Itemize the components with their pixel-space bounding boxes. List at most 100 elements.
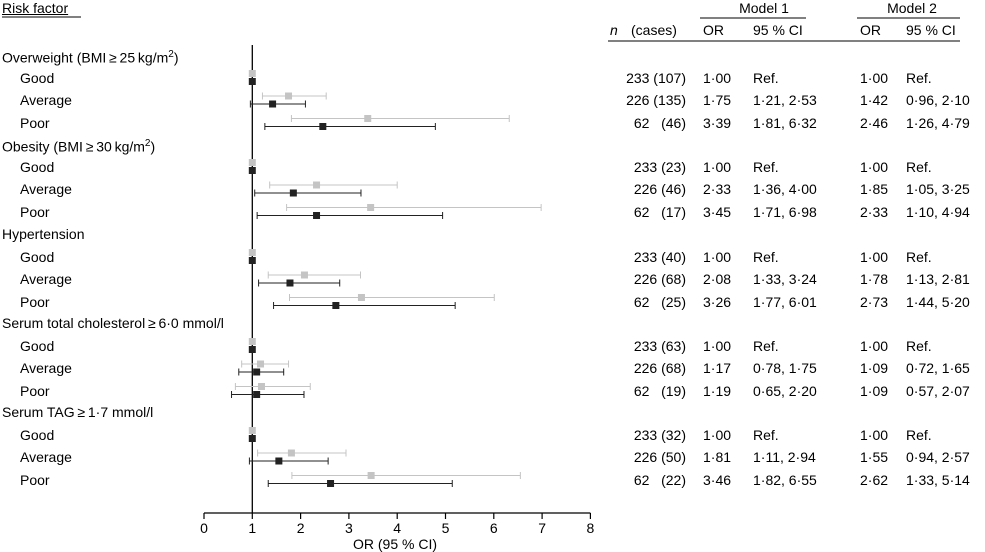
row-model1-ci: Ref. bbox=[753, 248, 779, 265]
row-label: Average bbox=[20, 271, 72, 287]
x-tick-label: 4 bbox=[393, 520, 401, 536]
row-label: Average bbox=[20, 181, 72, 197]
group-title-text: Overweight (BMI ≥ 25 kg/m bbox=[2, 49, 169, 66]
group-title-text: Hypertension bbox=[2, 226, 85, 242]
model2-marker-point bbox=[327, 480, 335, 487]
row-model2-ci: 1·44, 5·20 bbox=[906, 293, 970, 310]
model2-ci-header: 95 % CI bbox=[906, 22, 956, 38]
row-model1-or: 1·75 bbox=[703, 92, 732, 108]
model2-or-header: OR bbox=[860, 22, 881, 38]
row-model2-or: 1·85 bbox=[860, 181, 889, 197]
row-n-cases: 233 (40) bbox=[633, 248, 686, 265]
model2-marker-point bbox=[313, 212, 321, 219]
risk-factor-header: Risk factor bbox=[2, 0, 69, 16]
row-label: Average bbox=[20, 360, 72, 376]
row-n-cases: 226 (68) bbox=[633, 271, 686, 287]
row-model2-ci: Ref. bbox=[906, 248, 932, 265]
x-tick-label: 1 bbox=[248, 520, 256, 536]
row-n-cases: 62 (22) bbox=[633, 471, 686, 488]
row-model2-ci: Ref. bbox=[906, 426, 932, 443]
model1-marker-point bbox=[248, 70, 256, 77]
group-title-superscript: 2 bbox=[168, 49, 174, 60]
row-label: Poor bbox=[20, 471, 50, 488]
model1-marker-point bbox=[364, 115, 372, 122]
row-n-cases: 226 (68) bbox=[633, 360, 686, 376]
x-tick-label: 2 bbox=[297, 520, 305, 536]
row-model2-or: 2·33 bbox=[860, 203, 889, 220]
row-model1-or: 1·00 bbox=[703, 158, 732, 175]
row-label: Average bbox=[20, 92, 72, 108]
row-model1-or: 1·17 bbox=[703, 360, 732, 376]
row-model2-or: 1·00 bbox=[860, 426, 889, 443]
row-n-cases: 233 (107) bbox=[626, 69, 686, 86]
cases-header: (cases) bbox=[631, 22, 677, 38]
row-n-cases: 226 (46) bbox=[633, 181, 686, 197]
row-label: Poor bbox=[20, 293, 50, 310]
x-tick-label: 6 bbox=[490, 520, 498, 536]
row-model1-or: 1·00 bbox=[703, 248, 732, 265]
row-model2-or: 2·62 bbox=[860, 471, 889, 488]
row-n-cases: 62 (19) bbox=[633, 382, 686, 399]
model1-marker-point bbox=[300, 271, 308, 279]
x-axis-label: OR (95 % CI) bbox=[352, 536, 437, 552]
model1-marker-point bbox=[313, 181, 321, 189]
model2-marker-point bbox=[275, 457, 283, 465]
row-label: Good bbox=[20, 69, 55, 86]
row-model1-ci: Ref. bbox=[753, 158, 779, 175]
row-n-cases: 233 (32) bbox=[633, 426, 686, 443]
row-n-cases: 62 (17) bbox=[633, 203, 686, 220]
row-n-cases: 226 (135) bbox=[626, 92, 686, 108]
row-model2-or: 1·09 bbox=[860, 382, 889, 399]
model1-marker-point bbox=[357, 294, 365, 301]
row-model1-ci: 1·71, 6·98 bbox=[753, 203, 817, 220]
group-title: Obesity (BMI ≥ 30 kg/m2) bbox=[2, 136, 155, 155]
row-n-cases: 226 (50) bbox=[633, 449, 686, 465]
row-model2-or: 1·09 bbox=[860, 360, 889, 376]
row-label: Poor bbox=[20, 114, 50, 131]
model2-marker-point bbox=[319, 123, 327, 130]
model2-marker-point bbox=[248, 435, 256, 442]
row-model1-ci: 1·82, 6·55 bbox=[753, 471, 817, 488]
model1-ci-header: 95 % CI bbox=[753, 22, 803, 38]
row-model1-ci: 0·78, 1·75 bbox=[753, 360, 817, 376]
row-model1-or: 1·00 bbox=[703, 337, 732, 354]
row-label: Good bbox=[20, 248, 55, 265]
row-model1-ci: Ref. bbox=[753, 426, 779, 443]
group-title-text: Serum TAG ≥ 1·7 mmol/l bbox=[2, 404, 154, 420]
model1-marker-point bbox=[248, 159, 256, 166]
row-model2-ci: 0·72, 1·65 bbox=[906, 360, 970, 376]
row-model2-or: 1·00 bbox=[860, 337, 889, 354]
row-model2-or: 1·00 bbox=[860, 158, 889, 175]
row-model2-ci: 1·26, 4·79 bbox=[906, 114, 970, 131]
row-model2-or: 1·78 bbox=[860, 271, 889, 287]
row-model1-ci: 1·81, 6·32 bbox=[753, 114, 817, 131]
group-title-superscript: 2 bbox=[144, 138, 151, 149]
row-model2-or: 1·42 bbox=[860, 92, 889, 108]
model2-marker-point bbox=[248, 257, 256, 264]
x-tick-label: 0 bbox=[200, 520, 208, 536]
group-title-end: ) bbox=[150, 138, 156, 155]
row-label: Average bbox=[20, 449, 72, 465]
row-model2-ci: 1·33, 5·14 bbox=[906, 471, 970, 488]
row-model1-or: 1·00 bbox=[703, 426, 732, 443]
row-model2-ci: Ref. bbox=[906, 337, 932, 354]
row-n-cases: 233 (63) bbox=[633, 337, 686, 354]
model2-marker-point bbox=[253, 368, 261, 376]
model2-marker-point bbox=[269, 100, 277, 108]
row-model2-or: 2·73 bbox=[860, 293, 889, 310]
row-model1-or: 3·26 bbox=[703, 293, 732, 310]
group-title-end: ) bbox=[173, 49, 179, 66]
row-model1-or: 1·00 bbox=[703, 69, 732, 86]
model2-marker-point bbox=[248, 78, 256, 85]
row-model1-ci: 0·65, 2·20 bbox=[753, 382, 817, 399]
model1-marker-point bbox=[285, 92, 293, 100]
group-title-text: Serum total cholesterol ≥ 6·0 mmol/l bbox=[2, 315, 224, 331]
model1-marker-point bbox=[248, 338, 256, 345]
row-model2-ci: 0·96, 2·10 bbox=[906, 92, 970, 108]
row-model1-ci: 1·77, 6·01 bbox=[753, 293, 817, 310]
row-model1-or: 3·45 bbox=[703, 203, 732, 220]
row-label: Poor bbox=[20, 203, 50, 220]
row-model1-or: 1·81 bbox=[703, 449, 732, 465]
row-model2-or: 1·00 bbox=[860, 248, 889, 265]
